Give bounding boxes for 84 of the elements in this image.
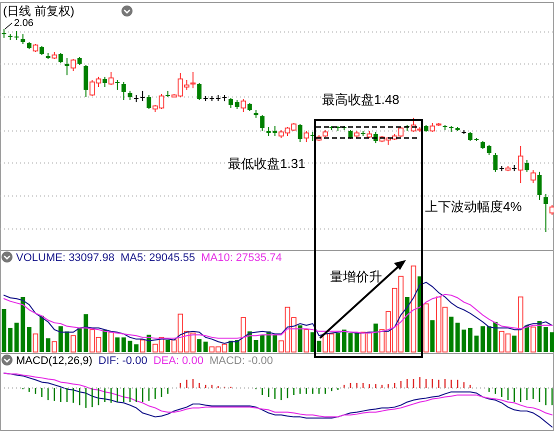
candlestick [468, 131, 472, 142]
bar [430, 320, 435, 352]
annotation: 2.06 [14, 18, 34, 29]
chart-title: VOLUME: 33097.98 [16, 252, 114, 264]
bar [254, 340, 258, 352]
bar [354, 332, 359, 352]
bar [524, 325, 530, 352]
bar [32, 333, 38, 352]
bar [8, 328, 12, 352]
bar [115, 337, 120, 352]
candlestick [524, 159, 530, 172]
bar [260, 334, 264, 352]
chart-title: MACD(12,26,9) [16, 355, 92, 367]
bar [134, 344, 138, 352]
candlestick [486, 144, 492, 156]
bar [122, 337, 126, 352]
candlestick [140, 90, 145, 102]
candlestick [530, 170, 536, 184]
bar [2, 309, 6, 352]
text: DIF: -0.00 [98, 355, 148, 367]
bar [70, 335, 76, 352]
bar [298, 325, 302, 352]
candlestick [128, 90, 132, 101]
bar [27, 327, 32, 352]
candlestick [20, 34, 26, 45]
bar [102, 330, 107, 352]
bar [336, 333, 340, 352]
annotation: 量增价升 [330, 269, 382, 284]
bar [530, 326, 536, 352]
candlestick [544, 194, 548, 232]
candlestick [537, 171, 542, 200]
bar [166, 340, 170, 352]
bar [240, 317, 246, 352]
candlestick [146, 94, 152, 110]
bar [52, 341, 58, 352]
bar [140, 340, 146, 352]
text: MA5: 29045.55 [120, 252, 196, 264]
bar [474, 336, 479, 352]
bar [410, 266, 416, 352]
bar [449, 316, 454, 352]
bar [468, 328, 472, 352]
candlestick [228, 98, 233, 108]
bar [58, 326, 63, 352]
bar [234, 340, 240, 352]
bar [512, 336, 516, 352]
bar [40, 316, 44, 352]
text: MA10: 27535.74 [201, 252, 282, 264]
bar [108, 332, 114, 352]
candlestick [493, 152, 498, 172]
bar [544, 327, 548, 352]
candlestick [240, 98, 246, 113]
candlestick [108, 72, 114, 86]
candlestick [115, 79, 120, 90]
ref-line-label: 最低收盘1.31 [228, 156, 306, 171]
candlestick [260, 114, 264, 132]
candlestick [197, 82, 202, 101]
candlestick [70, 58, 76, 72]
bar [374, 324, 378, 352]
chart-title: (日线 前复权) [3, 4, 74, 18]
candlestick [190, 72, 196, 89]
bar [518, 296, 524, 352]
candlestick [84, 64, 88, 98]
bar [197, 339, 202, 352]
bar [228, 340, 233, 352]
bar [46, 338, 50, 352]
candlestick [102, 76, 107, 88]
bar [423, 303, 429, 352]
candlestick [122, 81, 126, 101]
bar [304, 329, 310, 352]
bar [342, 330, 346, 352]
ref-line-label: 最高收盘1.48 [322, 92, 400, 107]
bar [550, 332, 554, 352]
bar [480, 326, 485, 352]
candlestick [58, 52, 63, 64]
bar [203, 342, 208, 352]
candlestick [518, 145, 524, 184]
series-label: MACD: -0.00 [209, 355, 274, 367]
candlestick [304, 130, 310, 143]
bar [348, 333, 353, 352]
text: DEA: 0.00 [153, 355, 204, 367]
candlestick [549, 204, 554, 216]
bar [405, 296, 410, 352]
annotation: 上下波动幅度4% [425, 199, 522, 214]
candlestick [298, 124, 302, 143]
